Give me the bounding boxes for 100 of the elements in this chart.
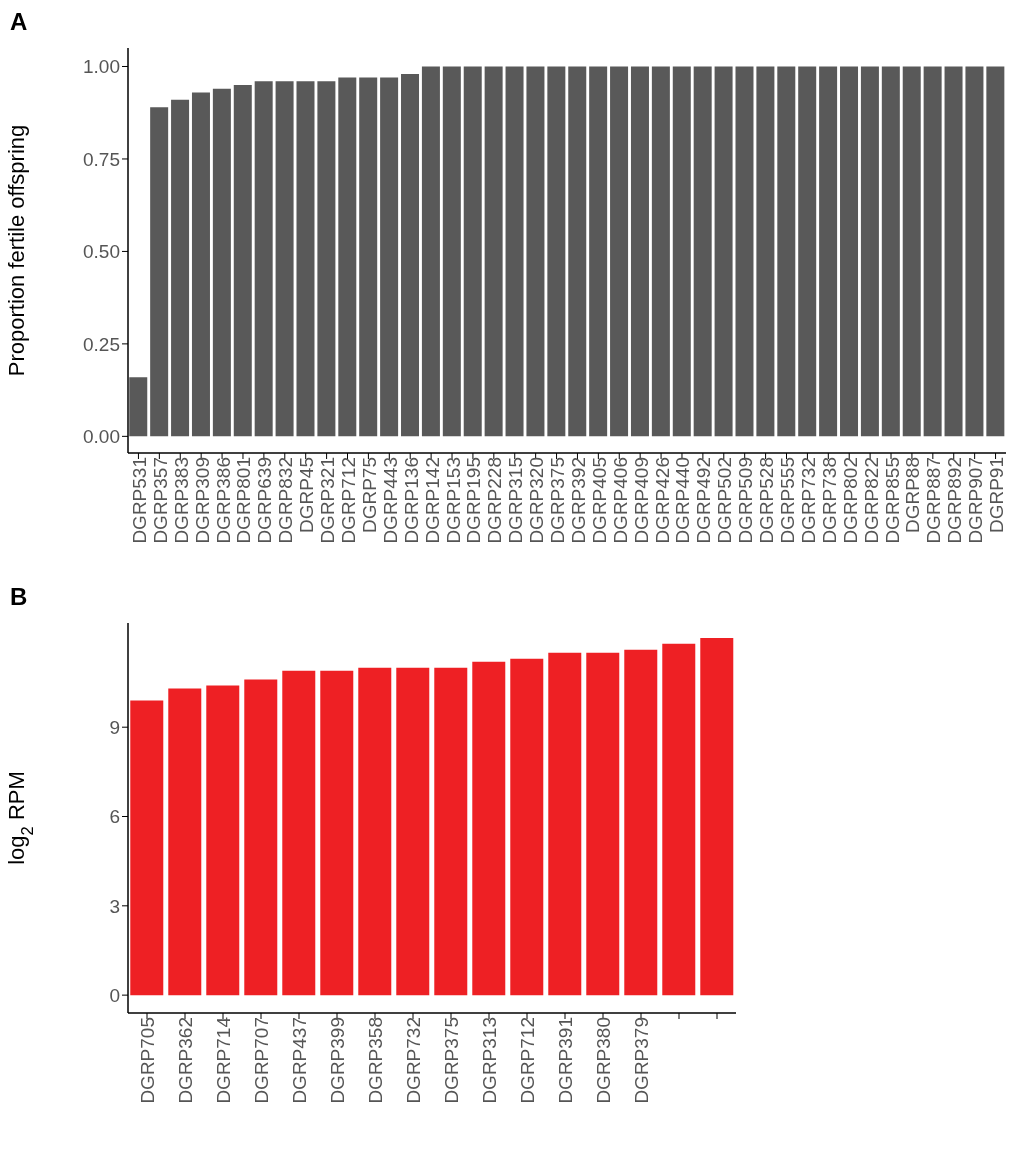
bar <box>986 66 1005 437</box>
bar <box>630 66 649 437</box>
x-tick-label: DGRP313 <box>479 1017 501 1104</box>
bar <box>700 637 734 996</box>
x-tick-label: DGRP153 <box>442 457 464 544</box>
x-tick-label: DGRP383 <box>170 457 192 544</box>
bar <box>150 107 169 437</box>
x-tick-label: DGRP315 <box>505 457 527 544</box>
bar <box>463 66 482 437</box>
x-tick-label: DGRP309 <box>191 457 213 544</box>
chart-title: B <box>10 583 28 611</box>
bar <box>129 377 148 437</box>
x-tick-label: DGRP380 <box>593 1017 615 1104</box>
x-tick-label: DGRP426 <box>651 457 673 544</box>
bar <box>396 667 430 996</box>
x-tick-label: DGRP405 <box>588 457 610 544</box>
y-tick-label: 0 <box>109 984 120 1006</box>
bar <box>359 77 378 437</box>
x-tick-label: DGRP712 <box>517 1017 539 1104</box>
bar <box>714 66 733 437</box>
bar <box>586 652 620 996</box>
x-tick-label: DGRP738 <box>818 457 840 544</box>
x-tick-label: DGRP75 <box>358 457 380 534</box>
x-tick-label: DGRP705 <box>137 1017 159 1104</box>
bar <box>548 652 582 996</box>
x-tick-label: DGRP440 <box>672 457 694 544</box>
x-tick-label: DGRP88 <box>902 457 924 534</box>
bar <box>547 66 566 437</box>
x-tick-label: DGRP707 <box>251 1017 273 1104</box>
x-tick-label: DGRP320 <box>526 457 548 544</box>
bar <box>282 670 316 996</box>
y-axis-title: Proportion fertile offspring <box>4 124 29 377</box>
bar <box>320 670 354 996</box>
bar <box>442 66 461 437</box>
y-tick-label: 0.50 <box>83 241 120 263</box>
bar <box>296 81 315 437</box>
x-tick-label: DGRP321 <box>317 457 339 544</box>
bar <box>358 667 392 996</box>
x-tick-label: DGRP732 <box>403 1017 425 1104</box>
x-tick-label: DGRP136 <box>400 457 422 544</box>
bar <box>965 66 984 437</box>
bar <box>777 66 796 437</box>
x-tick-label: DGRP555 <box>776 457 798 544</box>
bar <box>662 643 696 996</box>
y-tick-label: 6 <box>109 806 120 828</box>
x-tick-label: DGRP195 <box>463 457 485 544</box>
bar <box>244 679 278 996</box>
bar <box>672 66 691 437</box>
x-tick-label: DGRP91 <box>986 457 1008 534</box>
bar <box>693 66 712 437</box>
bar <box>380 77 399 437</box>
x-tick-label: DGRP443 <box>379 457 401 544</box>
x-tick-label: DGRP528 <box>756 457 778 544</box>
x-tick-label: DGRP45 <box>296 457 318 534</box>
x-tick-label: DGRP531 <box>128 457 150 544</box>
bar <box>254 81 273 437</box>
bar <box>798 66 817 437</box>
bar <box>421 66 440 437</box>
bar <box>610 66 629 437</box>
bar <box>171 99 190 437</box>
y-tick-label: 9 <box>109 716 120 738</box>
bar <box>472 661 506 996</box>
bar <box>130 700 164 996</box>
x-tick-label: DGRP907 <box>965 457 987 544</box>
bar <box>484 66 503 437</box>
chart-title: A <box>10 8 28 36</box>
x-tick-label: DGRP712 <box>337 457 359 544</box>
x-tick-label: DGRP802 <box>839 457 861 544</box>
bar <box>589 66 608 437</box>
y-tick-label: 1.00 <box>83 56 120 78</box>
x-tick-label: DGRP379 <box>631 1017 653 1104</box>
bar <box>902 66 921 437</box>
bar <box>860 66 879 437</box>
bar <box>568 66 587 437</box>
bar <box>401 73 420 437</box>
y-tick-label: 0.25 <box>83 333 120 355</box>
bar <box>317 81 336 437</box>
x-tick-label: DGRP822 <box>860 457 882 544</box>
x-tick-label: DGRP732 <box>797 457 819 544</box>
x-tick-label: DGRP714 <box>213 1016 235 1104</box>
bar <box>275 81 294 437</box>
bar <box>168 688 202 996</box>
bar <box>756 66 775 437</box>
y-tick-label: 0.00 <box>83 426 120 448</box>
y-tick-label: 3 <box>109 895 120 917</box>
x-tick-label: DGRP509 <box>735 457 757 544</box>
x-tick-label: DGRP362 <box>175 1017 197 1104</box>
x-tick-label: DGRP406 <box>609 457 631 544</box>
x-tick-label: DGRP409 <box>630 457 652 544</box>
x-tick-label: DGRP358 <box>365 1017 387 1104</box>
bar <box>526 66 545 437</box>
x-tick-label: DGRP375 <box>441 1017 463 1104</box>
x-tick-label: DGRP801 <box>233 457 255 544</box>
x-tick-label: DGRP492 <box>693 457 715 544</box>
bar <box>191 92 210 437</box>
bar <box>923 66 942 437</box>
bar <box>510 658 544 996</box>
x-tick-label: DGRP386 <box>212 457 234 544</box>
bar <box>881 66 900 437</box>
y-tick-label: 0.75 <box>83 148 120 170</box>
